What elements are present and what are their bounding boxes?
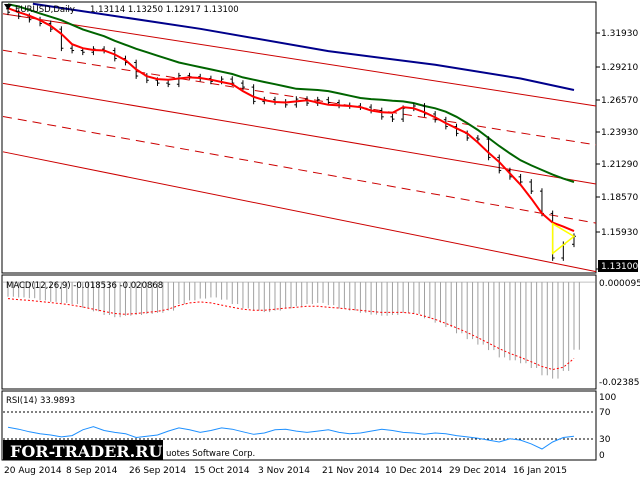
date-tick: 10 Dec 2014 <box>385 466 443 476</box>
current-price-label: 1.13100 <box>601 262 638 272</box>
rsi-axis[interactable]: 100 70 30 0 <box>599 393 616 461</box>
ma-mid-line <box>7 3 575 183</box>
price-tick: 1.21290 <box>601 160 638 170</box>
date-tick: 21 Nov 2014 <box>322 466 380 476</box>
regression-channel-middle-line <box>2 82 597 185</box>
macd-panel-frame <box>1 274 597 390</box>
ma-slow-line <box>32 2 575 91</box>
date-tick: 15 Oct 2014 <box>194 466 250 476</box>
regression-channel-upper-line <box>2 13 597 107</box>
regression-channel-upper-line <box>2 49 597 146</box>
macd-panel[interactable]: MACD(12,26,9) -0.018536 -0.020868 <box>1 274 597 390</box>
current-price-box <box>598 260 638 272</box>
triangle-outline <box>551 222 576 255</box>
date-tick: 20 Aug 2014 <box>4 466 62 476</box>
macd-title: MACD(12,26,9) -0.018536 -0.020868 <box>6 281 163 291</box>
macd-signal-path <box>7 298 575 371</box>
date-tick: 26 Sep 2014 <box>129 466 186 476</box>
macd-axis[interactable]: 0.000095 -0.023855 <box>599 279 640 388</box>
regression-channel[interactable] <box>2 13 597 273</box>
rsi-path <box>7 426 575 450</box>
ma-fast-path <box>7 7 575 233</box>
price-panel[interactable]: EURUSD,Daily 1.13114 1.13250 1.12917 1.1… <box>1 1 597 274</box>
ohlc-values: 1.13114 1.13250 1.12917 1.13100 <box>90 5 239 15</box>
date-tick: 3 Nov 2014 <box>258 466 310 476</box>
price-tick: 1.29210 <box>601 63 638 73</box>
price-tick: 1.31930 <box>601 29 638 39</box>
date-axis[interactable]: 20 Aug 2014 8 Sep 2014 26 Sep 2014 15 Oc… <box>4 466 567 476</box>
ma-mid-path <box>7 3 575 183</box>
triangle-pattern[interactable] <box>551 222 576 255</box>
date-tick: 29 Dec 2014 <box>449 466 507 476</box>
regression-channel-lower-line <box>2 151 597 273</box>
rsi-title: RSI(14) 33.9893 <box>6 396 75 406</box>
ma-slow-path <box>32 2 575 91</box>
price-panel-frame <box>1 1 597 274</box>
rsi-tick: 30 <box>599 435 611 445</box>
date-tick: 8 Sep 2014 <box>66 466 118 476</box>
symbol-title: EURUSD,Daily <box>15 5 75 15</box>
macd-histogram <box>3 281 595 379</box>
rsi-tick: 0 <box>599 451 605 461</box>
ma-fast-line <box>7 7 575 233</box>
price-tick: 1.15930 <box>601 228 638 238</box>
regression-channel-lower-line <box>2 116 597 224</box>
price-tick: 1.18570 <box>601 193 638 203</box>
macd-signal-line <box>7 298 575 371</box>
watermark-logo: FOR-TRADER.RU <box>10 442 162 461</box>
price-tick: 1.26570 <box>601 96 638 106</box>
rsi-panel-frame <box>1 390 597 461</box>
watermark-background <box>3 440 163 460</box>
macd-tick: -0.023855 <box>599 378 640 388</box>
rsi-line <box>7 426 575 450</box>
price-axis[interactable]: 1.31930 1.29210 1.26570 1.23930 1.21290 … <box>596 29 638 275</box>
rsi-panel[interactable]: RSI(14) 33.9893 FOR-TRADER.RU uotes Soft… <box>1 390 597 461</box>
macd-tick: 0.000095 <box>599 279 640 289</box>
price-tick: 1.23930 <box>601 128 638 138</box>
rsi-tick: 70 <box>599 408 611 418</box>
date-tick: 16 Jan 2015 <box>513 466 567 476</box>
copyright-text: uotes Software Corp. <box>166 449 255 459</box>
rsi-tick: 100 <box>599 393 616 403</box>
chart-menu-arrow-icon[interactable] <box>4 4 12 10</box>
